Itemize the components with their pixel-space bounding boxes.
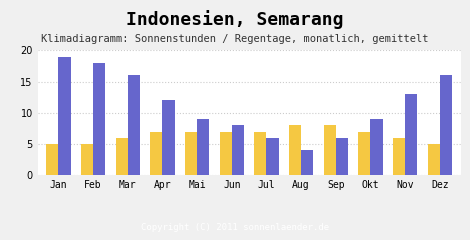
Bar xyxy=(301,150,313,175)
Bar xyxy=(393,138,405,175)
Bar xyxy=(185,132,197,175)
Bar xyxy=(163,100,174,175)
Bar xyxy=(336,138,348,175)
Text: Copyright (C) 2011 sonnenlaender.de: Copyright (C) 2011 sonnenlaender.de xyxy=(141,223,329,233)
Bar xyxy=(46,144,58,175)
Bar xyxy=(58,57,70,175)
Bar xyxy=(370,119,383,175)
Bar xyxy=(289,125,301,175)
Bar xyxy=(358,132,370,175)
Text: Klimadiagramm: Sonnenstunden / Regentage, monatlich, gemittelt: Klimadiagramm: Sonnenstunden / Regentage… xyxy=(41,34,429,44)
Bar xyxy=(440,75,452,175)
Bar xyxy=(324,125,336,175)
Bar xyxy=(93,63,105,175)
Bar xyxy=(128,75,140,175)
Bar xyxy=(116,138,128,175)
Bar xyxy=(150,132,163,175)
Bar xyxy=(232,125,244,175)
Bar xyxy=(81,144,93,175)
Bar xyxy=(266,138,279,175)
Bar xyxy=(219,132,232,175)
Bar xyxy=(405,94,417,175)
Bar xyxy=(428,144,440,175)
Bar xyxy=(197,119,209,175)
Text: Indonesien, Semarang: Indonesien, Semarang xyxy=(126,10,344,29)
Bar xyxy=(254,132,266,175)
